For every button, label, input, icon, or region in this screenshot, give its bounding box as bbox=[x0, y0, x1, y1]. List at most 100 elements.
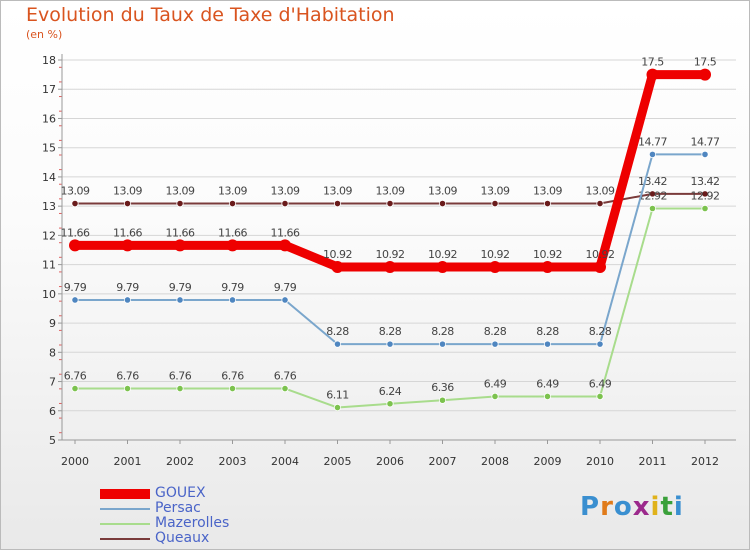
data-point bbox=[71, 384, 79, 393]
data-label: 10.92 bbox=[323, 248, 352, 261]
data-point bbox=[438, 340, 447, 348]
data-point bbox=[701, 190, 709, 198]
x-tick-label: 2003 bbox=[219, 455, 247, 468]
data-label: 6.76 bbox=[64, 370, 87, 383]
data-point bbox=[69, 239, 81, 252]
y-tick-label: 11 bbox=[42, 259, 56, 272]
data-label: 9.79 bbox=[64, 281, 87, 294]
data-point bbox=[596, 392, 604, 401]
data-point bbox=[489, 260, 501, 273]
data-label: 12.92 bbox=[691, 189, 720, 202]
data-label: 6.76 bbox=[274, 370, 297, 383]
data-point bbox=[333, 199, 342, 208]
data-label: 14.77 bbox=[691, 135, 720, 148]
data-point bbox=[228, 296, 237, 304]
logo-letter: t bbox=[660, 492, 674, 522]
y-tick-label: 15 bbox=[42, 142, 56, 155]
y-tick-label: 6 bbox=[49, 405, 56, 418]
data-point bbox=[648, 150, 657, 159]
data-label: 6.24 bbox=[379, 385, 402, 398]
data-label: 13.42 bbox=[638, 175, 667, 188]
data-label: 13.09 bbox=[113, 185, 142, 198]
legend-item-gouex: GOUEX bbox=[100, 486, 229, 501]
data-label: 11.66 bbox=[218, 226, 247, 239]
data-point bbox=[123, 296, 132, 304]
data-point bbox=[279, 239, 291, 252]
data-label: 9.79 bbox=[274, 281, 297, 294]
data-point bbox=[543, 392, 552, 401]
data-label: 10.92 bbox=[428, 248, 457, 261]
data-point bbox=[176, 199, 184, 208]
data-label: 6.36 bbox=[431, 381, 454, 394]
data-label: 9.79 bbox=[221, 281, 244, 294]
data-label: 10.92 bbox=[533, 248, 562, 261]
logo-letter: o bbox=[613, 492, 633, 522]
data-label: 8.28 bbox=[431, 325, 454, 338]
x-tick-label: 2010 bbox=[586, 455, 614, 468]
data-point bbox=[121, 239, 134, 252]
data-label: 6.76 bbox=[116, 370, 139, 383]
data-label: 6.49 bbox=[536, 377, 559, 390]
logo-letter: i bbox=[673, 492, 684, 522]
data-label: 8.28 bbox=[484, 325, 507, 338]
data-label: 10.92 bbox=[481, 248, 510, 261]
y-tick-label: 7 bbox=[49, 376, 56, 389]
logo-letter: r bbox=[600, 492, 614, 522]
x-tick-label: 2009 bbox=[534, 455, 562, 468]
data-label: 17.5 bbox=[694, 56, 717, 69]
data-label: 9.79 bbox=[169, 281, 192, 294]
x-tick-label: 2001 bbox=[114, 455, 142, 468]
data-point bbox=[331, 260, 344, 273]
data-label: 11.66 bbox=[113, 226, 142, 239]
data-point bbox=[491, 392, 499, 401]
data-label: 13.09 bbox=[376, 185, 405, 198]
proxiti-logo: Proxiti bbox=[580, 492, 684, 522]
data-label: 13.09 bbox=[481, 185, 510, 198]
x-tick-label: 2012 bbox=[691, 455, 719, 468]
data-point bbox=[71, 199, 79, 208]
data-label: 9.79 bbox=[116, 281, 139, 294]
data-point bbox=[384, 260, 396, 273]
y-tick-label: 9 bbox=[49, 317, 56, 330]
data-label: 13.09 bbox=[271, 185, 300, 198]
legend-item-persac: Persac bbox=[100, 501, 229, 516]
data-point bbox=[228, 199, 237, 208]
x-tick-label: 2006 bbox=[376, 455, 404, 468]
data-point bbox=[123, 199, 132, 208]
data-label: 6.76 bbox=[221, 370, 244, 383]
data-label: 10.92 bbox=[376, 248, 405, 261]
data-point bbox=[176, 384, 184, 393]
y-tick-label: 18 bbox=[42, 54, 56, 67]
data-point bbox=[699, 68, 711, 81]
x-tick-label: 2004 bbox=[271, 455, 299, 468]
data-point bbox=[491, 199, 499, 208]
data-point bbox=[333, 340, 342, 348]
data-point bbox=[281, 199, 289, 208]
data-label: 12.92 bbox=[638, 189, 667, 202]
data-label: 6.49 bbox=[484, 377, 507, 390]
data-label: 13.09 bbox=[61, 185, 90, 198]
x-tick-label: 2005 bbox=[324, 455, 352, 468]
data-point bbox=[386, 199, 394, 208]
data-point bbox=[646, 68, 659, 81]
data-label: 6.49 bbox=[589, 377, 612, 390]
data-label: 11.66 bbox=[271, 226, 300, 239]
data-label: 8.28 bbox=[589, 325, 612, 338]
data-point bbox=[648, 204, 657, 213]
data-point bbox=[648, 190, 657, 198]
x-tick-label: 2002 bbox=[166, 455, 194, 468]
data-point bbox=[701, 204, 709, 213]
data-point bbox=[438, 396, 447, 404]
legend: GOUEX Persac Mazerolles Queaux bbox=[100, 486, 229, 546]
y-tick-label: 10 bbox=[42, 288, 56, 301]
data-label: 17.5 bbox=[641, 56, 664, 69]
data-label: 13.09 bbox=[428, 185, 457, 198]
data-label: 14.77 bbox=[638, 135, 667, 148]
data-point bbox=[541, 260, 554, 273]
data-point bbox=[226, 239, 239, 252]
data-point bbox=[436, 260, 449, 273]
legend-swatch-queaux bbox=[100, 537, 150, 540]
data-label: 8.28 bbox=[326, 325, 349, 338]
